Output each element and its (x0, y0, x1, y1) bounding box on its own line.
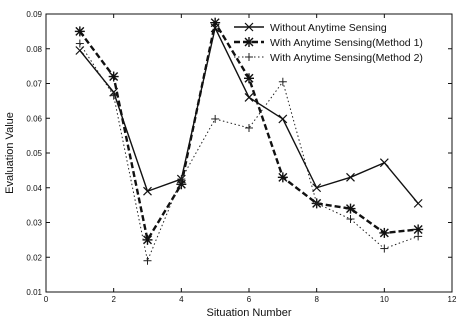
x-tick-label: 12 (448, 295, 457, 304)
data-point (245, 123, 253, 132)
data-point (346, 215, 355, 224)
data-point (414, 232, 423, 241)
data-point (244, 73, 254, 84)
data-point (75, 39, 84, 48)
data-point (278, 114, 288, 124)
data-point (345, 203, 356, 214)
data-point (312, 183, 322, 193)
data-point (380, 244, 389, 253)
data-point (210, 17, 221, 28)
x-tick-label: 0 (44, 295, 49, 304)
y-tick-label: 0.09 (26, 10, 42, 19)
y-tick-label: 0.05 (26, 149, 42, 158)
y-tick-label: 0.01 (26, 288, 42, 297)
legend-item: Without Anytime Sensing (234, 22, 387, 34)
legend-item: With Anytime Sensing(Method 2) (234, 52, 423, 64)
legend-marker (245, 53, 253, 61)
series-3 (75, 39, 423, 265)
legend-marker (244, 37, 254, 47)
data-point (211, 114, 220, 123)
legend-label: Without Anytime Sensing (270, 22, 387, 34)
y-tick-label: 0.06 (26, 114, 42, 123)
y-tick-label: 0.03 (26, 219, 42, 228)
x-axis-title: Situation Number (207, 307, 292, 319)
data-point (177, 175, 186, 184)
data-point (142, 234, 153, 245)
data-point (108, 71, 119, 82)
legend-label: With Anytime Sensing(Method 2) (270, 52, 423, 64)
y-tick-label: 0.07 (26, 80, 42, 89)
data-point (109, 91, 118, 100)
data-point (379, 158, 389, 168)
data-point (278, 77, 287, 86)
data-point (413, 198, 423, 208)
legend-item: With Anytime Sensing(Method 1) (234, 37, 423, 49)
data-point (74, 26, 85, 37)
data-point (346, 172, 355, 182)
y-tick-label: 0.08 (26, 45, 42, 54)
data-point (312, 199, 321, 208)
y-tick-label: 0.02 (26, 253, 42, 262)
data-point (143, 256, 152, 265)
data-point (143, 186, 152, 196)
y-axis-title: Evaluation Value (4, 112, 16, 194)
y-tick-label: 0.04 (26, 184, 42, 193)
legend-marker (244, 22, 254, 32)
x-tick-label: 6 (247, 295, 252, 304)
legend-label: With Anytime Sensing(Method 1) (270, 37, 423, 49)
x-tick-label: 4 (179, 295, 184, 304)
data-point (379, 227, 390, 238)
data-point (244, 92, 254, 102)
x-tick-label: 8 (314, 295, 319, 304)
x-tick-label: 10 (380, 295, 389, 304)
data-point (277, 172, 288, 183)
x-tick-label: 2 (111, 295, 116, 304)
